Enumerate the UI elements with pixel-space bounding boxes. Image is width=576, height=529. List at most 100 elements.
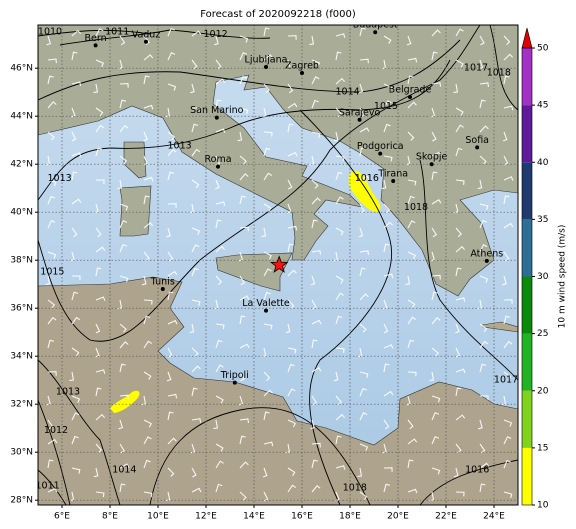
wind-barb — [503, 195, 510, 205]
y-tick-label: 28°N — [10, 496, 33, 506]
wind-barb — [239, 195, 246, 205]
wind-barb — [357, 347, 363, 358]
isobar-line — [38, 359, 121, 505]
wind-barb — [95, 59, 105, 68]
city-label: Podgorica — [357, 141, 404, 152]
y-tick-label: 38°N — [10, 256, 33, 266]
y-tick-label: 34°N — [10, 352, 33, 362]
isobar-line — [489, 25, 518, 111]
isobar-label: 1011 — [105, 27, 129, 38]
wind-barb — [333, 131, 339, 142]
wind-barb — [70, 251, 75, 262]
wind-barb — [71, 395, 81, 404]
wind-barb — [143, 35, 150, 46]
wind-barb — [143, 155, 148, 166]
wind-barb — [166, 227, 171, 238]
wind-barb — [287, 123, 294, 133]
wind-barb — [141, 275, 147, 286]
wind-barb — [263, 491, 269, 502]
wind-barb — [359, 58, 369, 64]
x-tick-label: 16°E — [291, 512, 313, 522]
wind-barb — [383, 273, 394, 279]
wind-barb — [479, 363, 487, 373]
wind-barb — [455, 347, 461, 358]
wind-barb — [455, 124, 464, 133]
wind-barb — [407, 179, 417, 186]
wind-barb — [190, 83, 195, 94]
wind-barb — [383, 323, 389, 334]
y-tick-label: 30°N — [10, 448, 33, 458]
wind-barb — [383, 363, 390, 373]
wind-barb — [93, 467, 99, 478]
wind-area — [348, 171, 381, 212]
wind-barb — [479, 323, 488, 333]
wind-barb — [455, 179, 465, 185]
wind-barb — [215, 99, 222, 109]
wind-barb — [47, 101, 57, 109]
wind-barb — [141, 395, 147, 406]
wind-barb — [119, 83, 129, 88]
wind-barb — [167, 270, 178, 277]
wind-barb — [359, 412, 368, 421]
wind-barb — [287, 467, 296, 476]
wind-barb — [383, 123, 391, 133]
wind-barb — [263, 411, 270, 421]
wind-barb — [47, 195, 56, 205]
wind-barb — [335, 155, 345, 162]
wind-barb — [215, 395, 224, 404]
graticule — [38, 25, 518, 505]
wind-barb — [167, 319, 178, 325]
wind-barb — [503, 35, 511, 45]
city-label: Belgrade — [389, 85, 432, 96]
wind-barb — [47, 75, 54, 85]
wind-barb — [455, 147, 463, 157]
wind-barb — [95, 296, 106, 302]
wind-barb — [263, 323, 273, 330]
isobar-line — [419, 159, 518, 381]
city-label: Tunis — [150, 277, 175, 288]
wind-barb — [479, 35, 485, 46]
wind-barb — [311, 59, 321, 68]
wind-barb — [263, 371, 271, 381]
colorbar: 10 15 20 25 30 35 40 45 50 10 m wind speed (m/s) — [521, 27, 568, 511]
colorbar-tick-label: 25 — [537, 329, 548, 339]
wind-barb — [143, 195, 150, 205]
isobar-line — [38, 25, 481, 342]
wind-barb — [47, 487, 58, 493]
y-tick-label: 42°N — [10, 160, 33, 170]
city-dot — [264, 308, 268, 313]
wind-barb — [239, 275, 245, 286]
wind-barb — [191, 418, 202, 423]
wind-barb — [311, 250, 322, 255]
storm-marker — [269, 255, 289, 273]
wind-barb — [143, 419, 152, 428]
wind-barb — [143, 222, 154, 229]
wind-barb — [359, 387, 367, 397]
wind-barb — [167, 411, 174, 421]
wind-barb — [119, 155, 128, 165]
wind-barb — [95, 107, 104, 117]
wind-barb — [335, 395, 342, 406]
wind-barb — [71, 467, 81, 474]
isobar-label: 1018 — [487, 68, 511, 79]
axes: 6°E 8°E 10°E 12°E 14°E 16°E 18°E 20°E 22°E 24°E 28… — [10, 64, 505, 522]
wind-barb — [167, 437, 177, 445]
city-dot — [484, 258, 489, 263]
wind-barb — [359, 323, 367, 333]
wind-barb — [431, 227, 438, 238]
title: Forecast of 2020092218 (f000) — [200, 9, 356, 20]
wind-barb — [95, 227, 102, 238]
wind-barb — [287, 225, 298, 231]
city-dot — [214, 115, 219, 120]
wind-barb — [455, 245, 466, 253]
wind-barb — [119, 363, 126, 373]
wind-barb — [455, 59, 464, 68]
wind-barb — [239, 107, 249, 115]
y-tick-label: 46°N — [10, 64, 33, 74]
wind-barb — [71, 291, 79, 301]
wind-barb — [383, 390, 394, 397]
wind-barb — [263, 291, 271, 301]
wind-barb — [359, 147, 366, 157]
wind-barb — [95, 387, 102, 397]
